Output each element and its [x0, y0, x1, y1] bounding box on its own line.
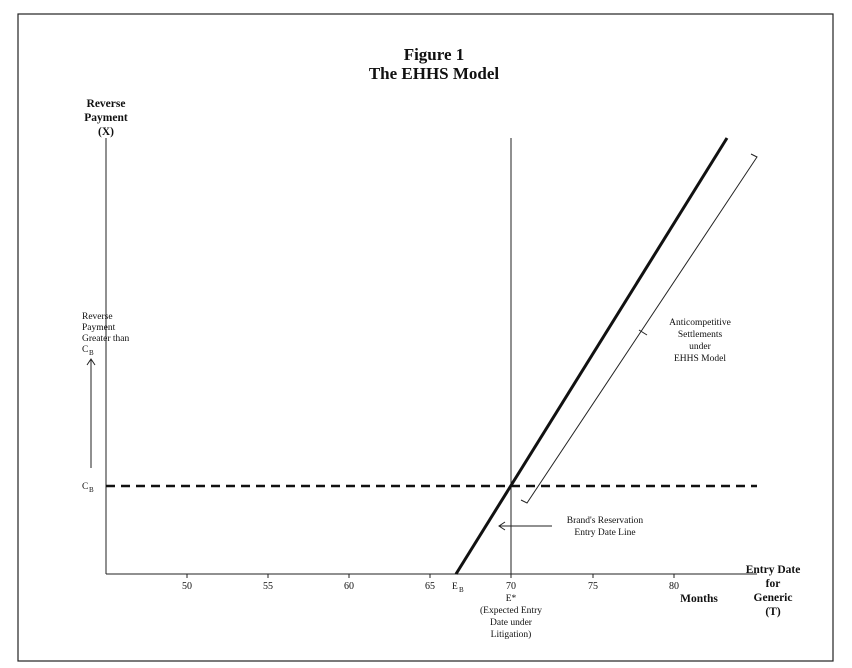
x-axis-label-line1: Entry Date: [746, 564, 801, 576]
eb-label: E: [452, 582, 458, 592]
figure-border: [17, 13, 834, 662]
reverse-payment-greater-label: Reverse Payment Greater than C B: [82, 312, 129, 357]
anticompetitive-bracket: [520, 153, 758, 504]
cb-label: C: [82, 482, 88, 492]
reservation-arrowhead: [498, 521, 506, 531]
x-tick-label: 80: [669, 581, 679, 592]
figure-title-line1: Figure 1: [404, 45, 465, 64]
rpg-line2: Payment: [82, 323, 116, 333]
reservation-label-line1: Brand's Reservation: [567, 516, 644, 526]
reservation-label-line2: Entry Date Line: [574, 528, 635, 538]
x-axis-unit: Months: [680, 593, 718, 605]
estar-line2: (Expected Entry: [480, 605, 542, 616]
estar-line4: Litigation): [491, 629, 532, 640]
y-axis-label-line3: (X): [98, 126, 114, 138]
rpg-line1: Reverse: [82, 312, 113, 322]
x-tick-label: 75: [588, 581, 598, 592]
x-axis-label-line4: (T): [765, 606, 781, 618]
x-tick-label: 70: [506, 581, 516, 592]
upward-arrowhead: [86, 358, 96, 366]
y-axis-label-line2: Payment: [84, 112, 128, 124]
x-tick-label: 65: [425, 581, 435, 592]
bracket-tip: [638, 329, 648, 336]
anticompetitive-line4: EHHS Model: [674, 354, 726, 364]
anticompetitive-line1: Anticompetitive: [669, 318, 731, 328]
cb-label-sub: B: [89, 486, 94, 494]
x-axis-label-line2: for: [766, 578, 781, 590]
estar-label: E* (Expected Entry Date under Litigation…: [480, 594, 542, 640]
figure-title-line2: The EHHS Model: [369, 64, 500, 83]
rpg-line4: C: [82, 345, 88, 355]
x-tick-label: 50: [182, 581, 192, 592]
rpg-line3: Greater than: [82, 334, 129, 344]
rpg-line4-sub: B: [89, 349, 94, 357]
brand-reservation-line: [454, 137, 729, 575]
x-axis-ticks: 50 55 60 65 70 75 80: [182, 574, 679, 592]
eb-label-sub: B: [459, 586, 464, 594]
y-axis-label-line1: Reverse: [87, 98, 126, 110]
anticompetitive-line2: Settlements: [678, 330, 723, 340]
x-axis-label-line3: Generic: [754, 592, 793, 604]
estar-line3: Date under: [490, 618, 533, 628]
x-tick-label: 60: [344, 581, 354, 592]
x-tick-label: 55: [263, 581, 273, 592]
estar-line1: E*: [506, 594, 517, 604]
anticompetitive-label: Anticompetitive Settlements under EHHS M…: [669, 318, 731, 364]
anticompetitive-line3: under: [689, 342, 711, 352]
